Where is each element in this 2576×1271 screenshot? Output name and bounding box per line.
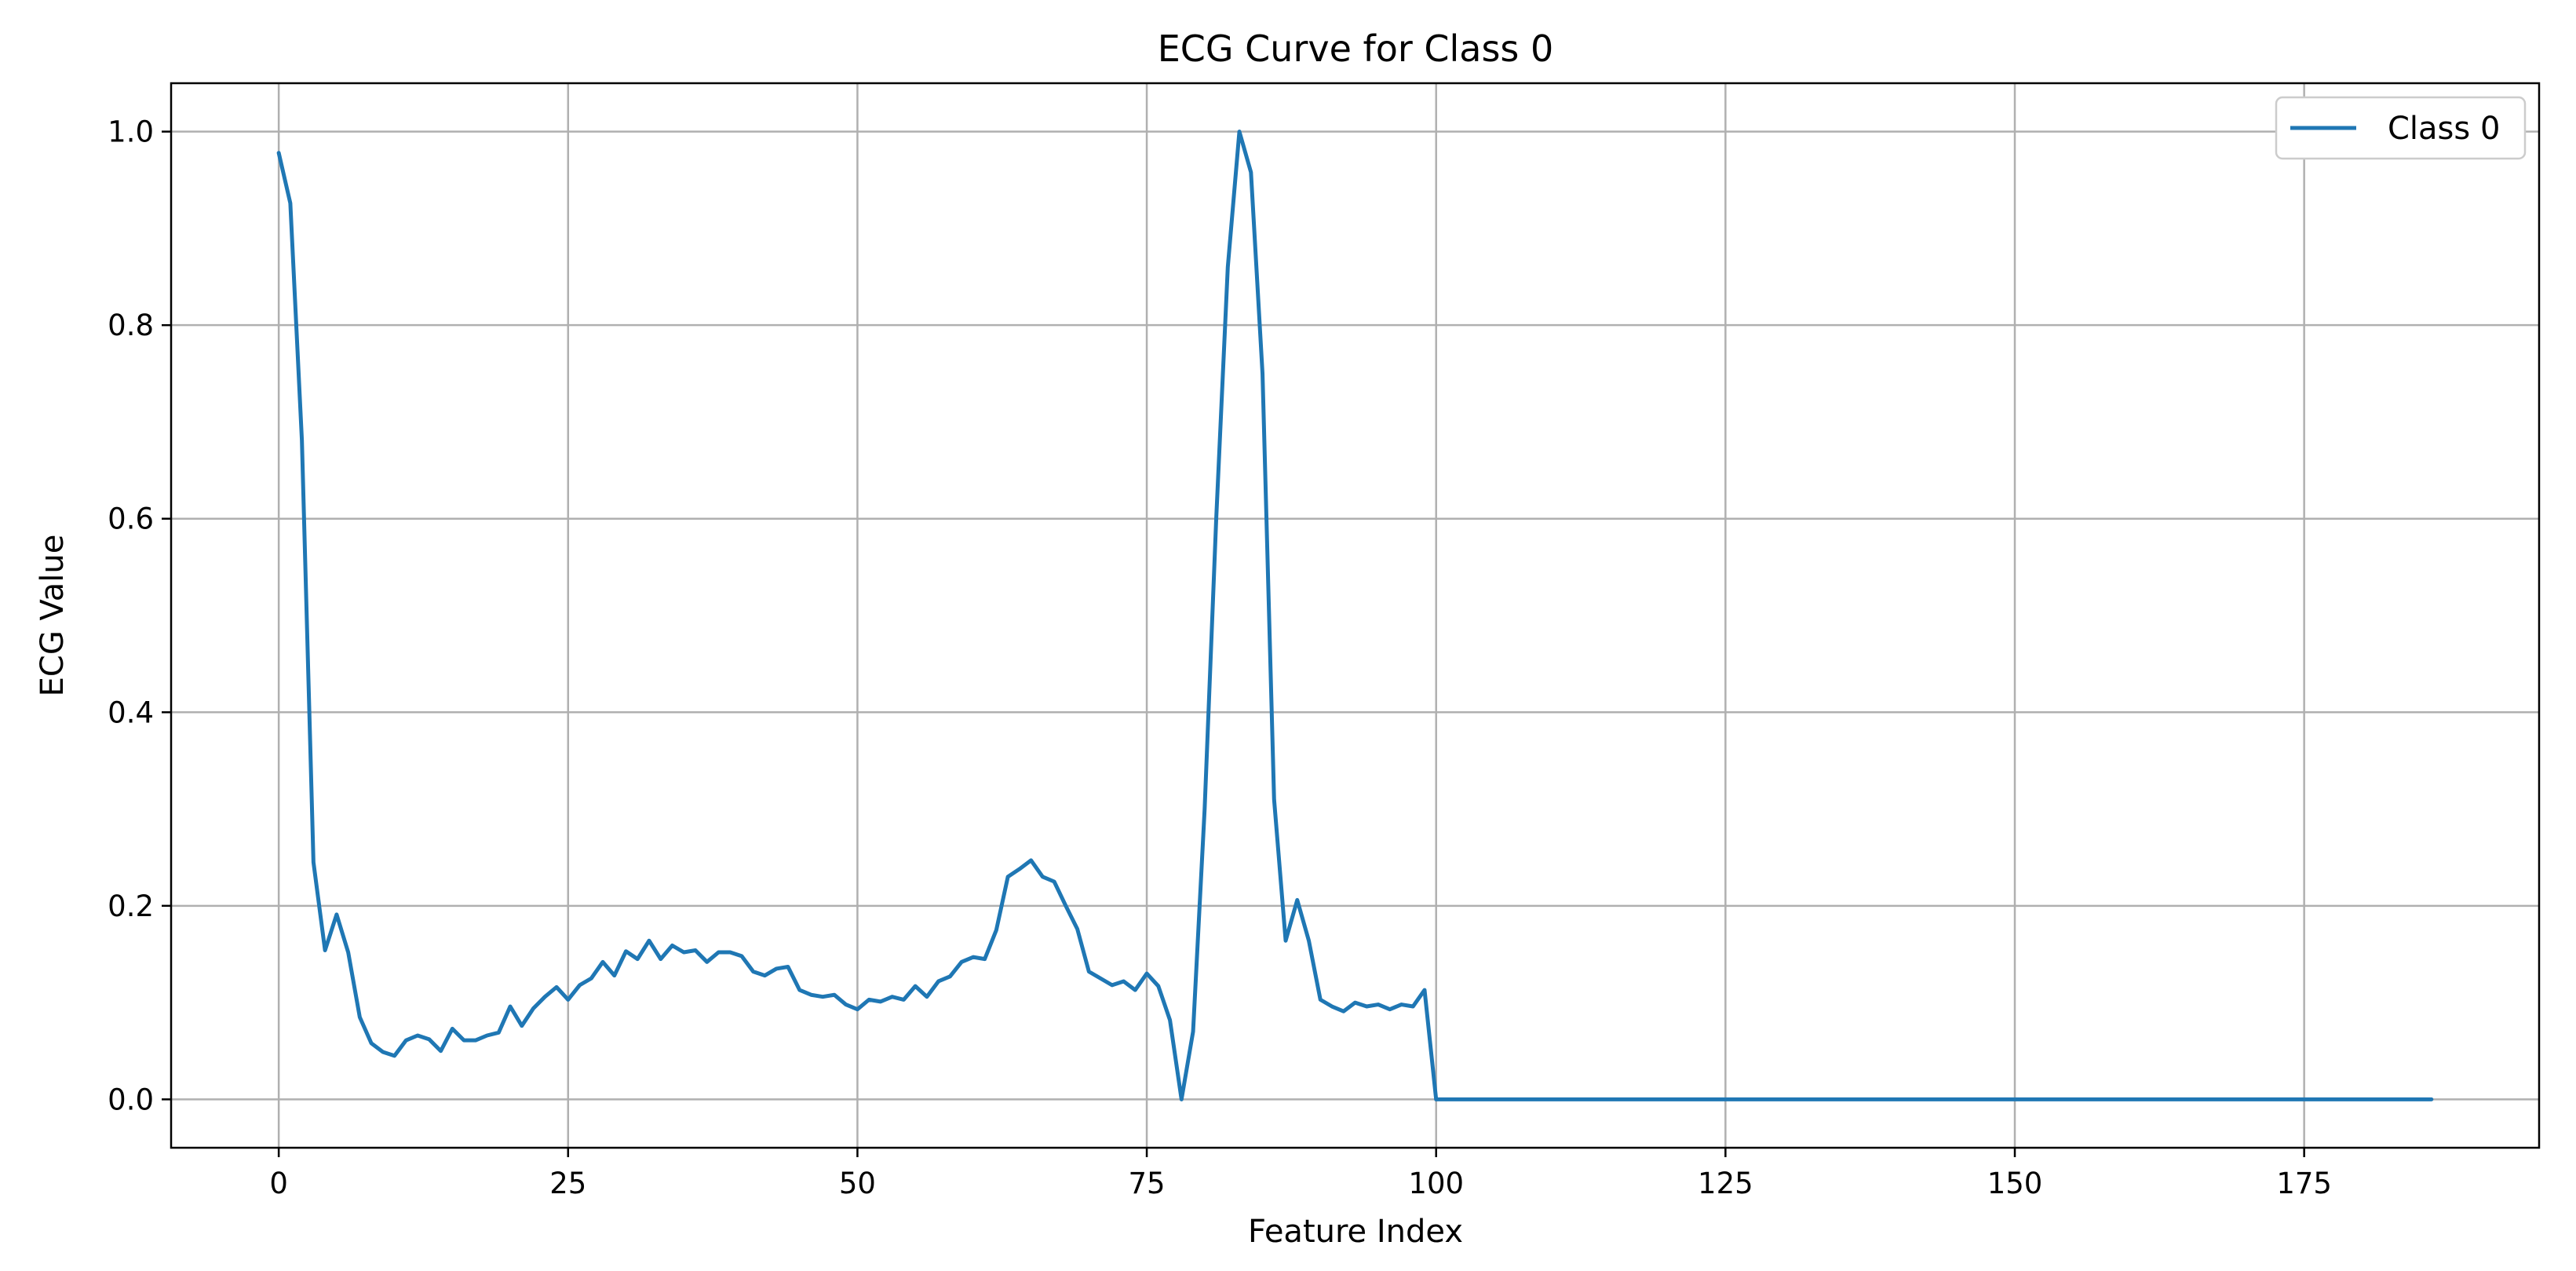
x-tick-label-1: 25 [549,1167,586,1200]
axis-ticks: 0 25 50 75 100 125 150 175 0.0 0.2 0.4 0.6 0.8 1.0 [108,115,2332,1200]
plot-area-frame [170,82,2541,1149]
legend-box [2275,96,2527,160]
y-axis-label: ECG Value [35,535,71,697]
legend: Class 0 [2275,96,2527,160]
y-tick-label-1: 0.2 [108,889,154,923]
y-tick-label-4: 0.8 [108,309,154,342]
grid-lines [171,83,2539,1148]
y-tick-label-0: 0.0 [108,1083,154,1116]
chart-title: ECG Curve for Class 0 [1158,27,1554,70]
x-tick-label-7: 175 [2276,1167,2332,1200]
x-tick-label-3: 75 [1129,1167,1166,1200]
x-tick-label-6: 150 [1987,1167,2043,1200]
y-tick-label-5: 1.0 [108,115,154,149]
y-tick-label-3: 0.6 [108,502,154,536]
series-layer [276,130,2434,1101]
x-tick-label-2: 50 [839,1167,876,1200]
series-line-0 [276,130,2434,1101]
legend-label-class-0: Class 0 [2388,111,2500,147]
x-tick-label-0: 0 [269,1167,288,1200]
x-axis-label: Feature Index [1248,1214,1463,1250]
x-tick-label-5: 125 [1698,1167,1753,1200]
x-tick-label-4: 100 [1408,1167,1464,1200]
y-tick-label-2: 0.4 [108,696,154,729]
